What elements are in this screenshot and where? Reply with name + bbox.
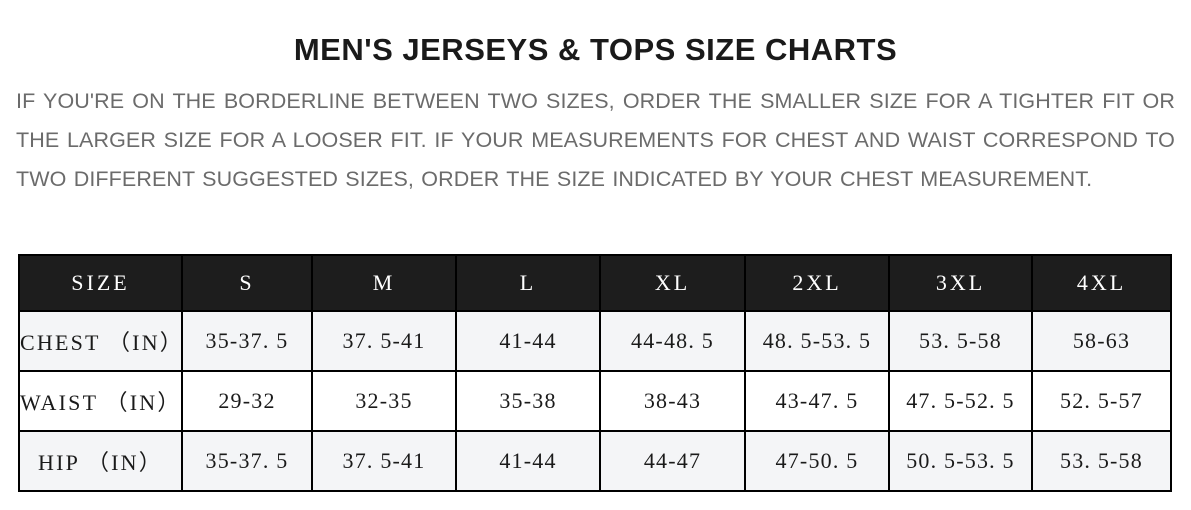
column-header-size: SIZE xyxy=(18,254,183,312)
cell-hip-3xl: 50. 5-53. 5 xyxy=(888,430,1033,492)
cell-hip-4xl: 53. 5-58 xyxy=(1031,430,1172,492)
row-label-chest: CHEST （IN） xyxy=(18,310,183,372)
column-header-4xl: 4XL xyxy=(1031,254,1172,312)
column-header-m: M xyxy=(311,254,457,312)
table-header-row: SIZE S M L XL 2XL 3XL 4XL xyxy=(18,254,1172,312)
cell-chest-xl: 44-48. 5 xyxy=(599,310,746,372)
cell-chest-l: 41-44 xyxy=(455,310,601,372)
table-row: HIP （IN） 35-37. 5 37. 5-41 41-44 44-47 4… xyxy=(18,430,1172,492)
table-body: CHEST （IN） 35-37. 5 37. 5-41 41-44 44-48… xyxy=(18,310,1172,492)
cell-hip-m: 37. 5-41 xyxy=(311,430,457,492)
cell-hip-xl: 44-47 xyxy=(599,430,746,492)
cell-waist-l: 35-38 xyxy=(455,370,601,432)
cell-hip-s: 35-37. 5 xyxy=(181,430,313,492)
column-header-3xl: 3XL xyxy=(888,254,1033,312)
cell-chest-s: 35-37. 5 xyxy=(181,310,313,372)
page-title: MEN'S JERSEYS & TOPS SIZE CHARTS xyxy=(293,32,898,67)
cell-waist-3xl: 47. 5-52. 5 xyxy=(888,370,1033,432)
table-row: CHEST （IN） 35-37. 5 37. 5-41 41-44 44-48… xyxy=(18,310,1172,372)
column-header-xl: XL xyxy=(599,254,746,312)
cell-chest-m: 37. 5-41 xyxy=(311,310,457,372)
cell-chest-2xl: 48. 5-53. 5 xyxy=(744,310,890,372)
table-header: SIZE S M L XL 2XL 3XL 4XL xyxy=(18,254,1172,312)
column-header-2xl: 2XL xyxy=(744,254,890,312)
size-guidance-description: IF YOU'RE ON THE BORDERLINE BETWEEN TWO … xyxy=(16,89,1175,192)
cell-waist-2xl: 43-47. 5 xyxy=(744,370,890,432)
size-chart-table: SIZE S M L XL 2XL 3XL 4XL CHEST （IN） 35-… xyxy=(18,254,1172,492)
cell-waist-m: 32-35 xyxy=(311,370,457,432)
cell-hip-l: 41-44 xyxy=(455,430,601,492)
column-header-s: S xyxy=(181,254,313,312)
cell-chest-4xl: 58-63 xyxy=(1031,310,1172,372)
row-label-waist: WAIST （IN） xyxy=(18,370,183,432)
cell-waist-xl: 38-43 xyxy=(599,370,746,432)
cell-waist-s: 29-32 xyxy=(181,370,313,432)
row-label-hip: HIP （IN） xyxy=(18,430,183,492)
cell-chest-3xl: 53. 5-58 xyxy=(888,310,1033,372)
table-row: WAIST （IN） 29-32 32-35 35-38 38-43 43-47… xyxy=(18,370,1172,432)
cell-waist-4xl: 52. 5-57 xyxy=(1031,370,1172,432)
column-header-l: L xyxy=(455,254,601,312)
cell-hip-2xl: 47-50. 5 xyxy=(744,430,890,492)
size-chart-table-wrapper: SIZE S M L XL 2XL 3XL 4XL CHEST （IN） 35-… xyxy=(18,254,1172,492)
